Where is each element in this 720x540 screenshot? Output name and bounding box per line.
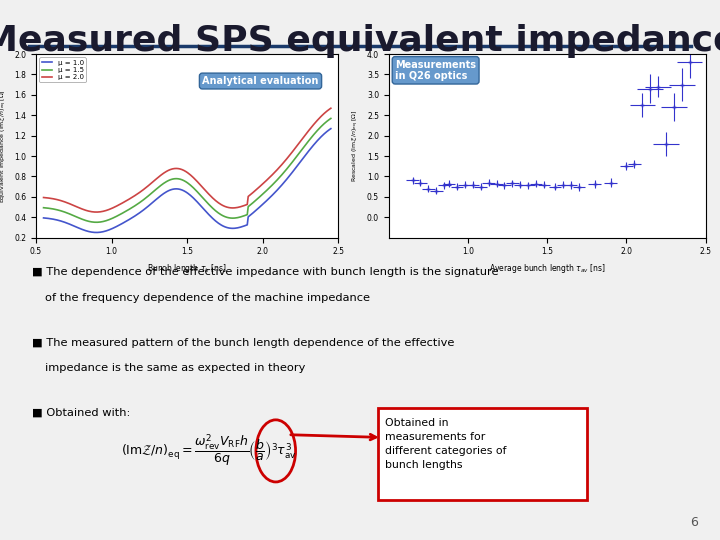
μ = 2.0 (300, 132, 309, 139)
μ = 2.0 (216, 201, 225, 207)
μ = 1.0 (216, 221, 225, 228)
μ = 2.0 (327, 105, 336, 111)
μ = 2.0 (210, 197, 219, 203)
μ = 2.0 (211, 197, 220, 204)
μ = 1.0 (327, 125, 336, 132)
μ = 1.0 (211, 218, 220, 224)
Text: Measurements
in Q26 optics: Measurements in Q26 optics (395, 59, 476, 81)
Text: Obtained in
measurements for
different categories of
bunch lengths: Obtained in measurements for different c… (385, 418, 507, 470)
μ = 2.0 (40, 194, 49, 201)
μ = 1.0 (300, 153, 309, 159)
μ = 1.5 (327, 115, 336, 122)
μ = 2.0 (282, 156, 291, 162)
X-axis label: Bunch length $\tau_b$ [ns]: Bunch length $\tau_b$ [ns] (148, 262, 227, 275)
Line: μ = 2.0: μ = 2.0 (44, 108, 331, 212)
FancyBboxPatch shape (378, 408, 587, 500)
Text: ■ The measured pattern of the bunch length dependence of the effective: ■ The measured pattern of the bunch leng… (32, 338, 455, 348)
μ = 1.5 (211, 207, 220, 214)
Text: ■ Obtained with:: ■ Obtained with: (32, 408, 131, 418)
μ = 1.0 (40, 215, 48, 221)
μ = 1.5 (300, 143, 309, 149)
Text: ■ The dependence of the effective impedance with bunch length is the signature: ■ The dependence of the effective impeda… (32, 267, 499, 278)
μ = 1.0 (92, 230, 101, 236)
X-axis label: Average bunch length $\tau_{av}$ [ns]: Average bunch length $\tau_{av}$ [ns] (489, 262, 606, 275)
Y-axis label: Equivalent impedance $(\mathrm{Im}\mathcal{Z}/n)_{\mathrm{eq}}$ [$\Omega$]: Equivalent impedance $(\mathrm{Im}\mathc… (0, 89, 9, 203)
Text: $\left(\mathrm{Im}\mathcal{Z}/n\right)_{\mathrm{eq}} = \dfrac{\omega_{\mathrm{re: $\left(\mathrm{Im}\mathcal{Z}/n\right)_{… (121, 433, 297, 469)
Y-axis label: Rescaled $(\mathrm{Im}\mathcal{Z}/n)_{\mathrm{eq}}$ [$\Omega$]: Rescaled $(\mathrm{Im}\mathcal{Z}/n)_{\m… (351, 110, 361, 182)
μ = 2.0 (92, 209, 101, 215)
μ = 1.5 (282, 166, 291, 172)
μ = 1.0 (40, 215, 49, 221)
μ = 1.0 (210, 217, 219, 224)
μ = 1.5 (40, 205, 48, 211)
Text: 6: 6 (690, 516, 698, 529)
Line: μ = 1.0: μ = 1.0 (44, 129, 331, 233)
Line: μ = 1.5: μ = 1.5 (44, 118, 331, 222)
Text: impedance is the same as expected in theory: impedance is the same as expected in the… (45, 363, 306, 374)
μ = 1.5 (216, 211, 225, 218)
μ = 1.5 (92, 219, 101, 226)
Text: Analytical evaluation: Analytical evaluation (202, 76, 319, 86)
μ = 1.5 (210, 207, 219, 213)
Text: of the frequency dependence of the machine impedance: of the frequency dependence of the machi… (45, 293, 370, 303)
Legend: μ = 1.0, μ = 1.5, μ = 2.0: μ = 1.0, μ = 1.5, μ = 2.0 (40, 57, 86, 83)
μ = 1.0 (282, 176, 291, 183)
μ = 2.0 (40, 194, 48, 201)
μ = 1.5 (40, 205, 49, 211)
Text: Measured SPS equivalent impedance: Measured SPS equivalent impedance (0, 24, 720, 58)
